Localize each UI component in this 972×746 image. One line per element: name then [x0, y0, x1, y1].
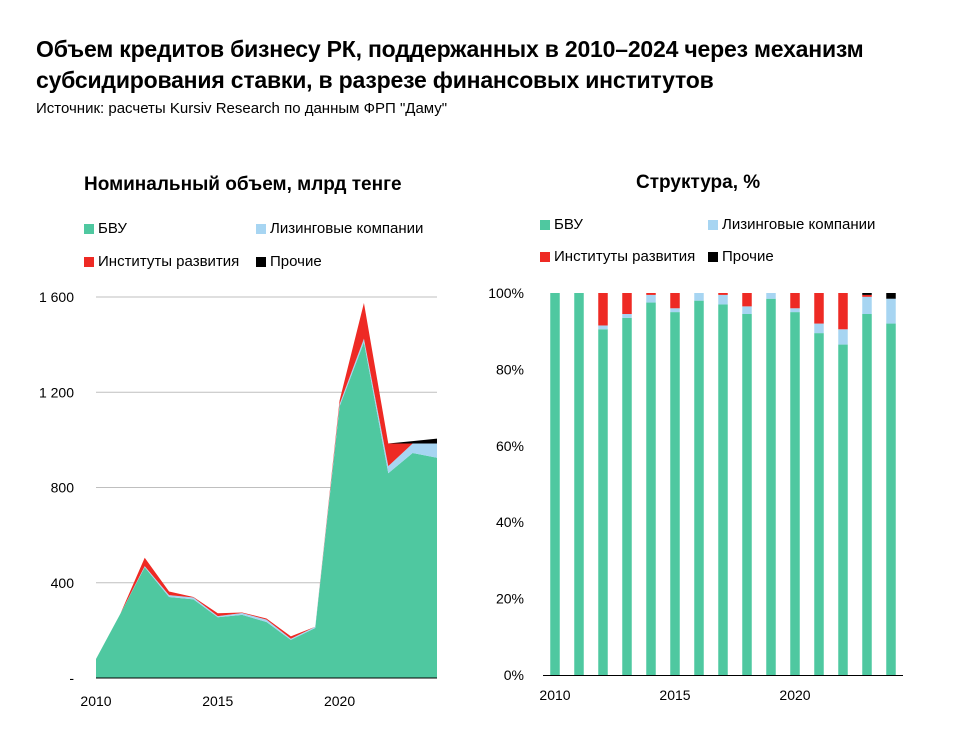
bar-bvu-2021 [814, 333, 824, 675]
bar-bvu-2013 [622, 317, 632, 675]
legend-label-development: Институты развития [98, 253, 240, 270]
left-x-tick-label: 2020 [324, 693, 355, 709]
bar-bvu-2015 [670, 312, 680, 675]
bar-other-2024 [886, 293, 896, 299]
legend-item-leasing-right: Лизинговые компании [708, 216, 875, 233]
chart-title-line-2: субсидирования ставки, в разрезе финансо… [36, 67, 714, 93]
legend-label-bvu: БВУ [98, 220, 127, 237]
bar-leasing-2016 [694, 293, 704, 301]
bar-development-2014 [646, 293, 656, 295]
bar-development-2012 [598, 293, 608, 326]
left-x-tick-label: 2015 [202, 693, 233, 709]
legend-label-development-right: Институты развития [554, 248, 696, 265]
legend-item-development-right: Институты развития [540, 248, 695, 265]
left-y-tick-label: 400 [51, 575, 75, 591]
legend-swatch-bvu [84, 223, 94, 234]
bar-bvu-2023 [862, 314, 872, 675]
area-series-bvu [96, 342, 437, 678]
bar-leasing-2018 [742, 306, 752, 315]
legend-label-other-right: Прочие [722, 248, 774, 265]
legend-item-development: Институты развития [84, 253, 239, 270]
bar-leasing-2017 [718, 294, 728, 305]
legend-item-other-right: Прочие [708, 248, 774, 265]
legend-label-bvu-right: БВУ [554, 216, 583, 233]
right-y-tick-label: 100% [488, 285, 524, 301]
bar-development-2017 [718, 293, 728, 295]
legend-swatch-other-right [708, 251, 718, 262]
legend-swatch-development-right [540, 251, 550, 262]
bar-leasing-2012 [598, 325, 608, 330]
bar-bvu-2022 [838, 344, 848, 675]
left-y-tick-label: 1 200 [39, 384, 74, 400]
bar-bvu-2016 [694, 300, 704, 675]
bar-leasing-2021 [814, 323, 824, 334]
bar-development-2015 [670, 293, 680, 309]
right-y-tick-label: 20% [496, 591, 524, 607]
bar-bvu-2011 [574, 293, 584, 675]
legend-item-leasing: Лизинговые компании [256, 220, 423, 237]
legend-label-leasing-right: Лизинговые компании [722, 216, 876, 233]
legend-label-other: Прочие [270, 253, 322, 270]
stacked-bar-chart: 0% 20% 40% 60% 80% 100% 2010 2015 2020 [488, 285, 903, 703]
bar-bvu-2019 [766, 298, 776, 675]
right-y-tick-label: 80% [496, 361, 524, 377]
bar-bvu-2024 [886, 323, 896, 675]
left-y-tick-label: 800 [51, 480, 75, 496]
bar-development-2022 [838, 293, 848, 330]
legend-swatch-bvu-right [540, 219, 550, 230]
right-x-tick-label: 2015 [659, 687, 690, 703]
chart-source: Источник: расчеты Kursiv Research по дан… [36, 100, 448, 117]
bar-leasing-2015 [670, 308, 680, 313]
right-y-tick-label: 0% [504, 667, 524, 683]
bar-bvu-2018 [742, 314, 752, 675]
legend-item-other: Прочие [256, 253, 322, 270]
right-panel-title: Структура, % [636, 172, 761, 193]
bar-leasing-2013 [622, 314, 632, 318]
left-y-tick-label: - [69, 670, 74, 686]
right-y-tick-label: 40% [496, 514, 524, 530]
left-panel-title: Номинальный объем, млрд тенге [84, 174, 402, 195]
legend-label-leasing: Лизинговые компании [270, 220, 424, 237]
bar-development-2021 [814, 293, 824, 324]
bar-development-2023 [862, 294, 872, 297]
bar-bvu-2012 [598, 329, 608, 675]
bar-bvu-2010 [550, 293, 560, 675]
bar-development-2018 [742, 293, 752, 307]
legend-item-bvu: БВУ [84, 220, 127, 237]
bar-other-2023 [862, 293, 872, 295]
bar-bvu-2017 [718, 304, 728, 675]
legend-swatch-development [84, 256, 94, 267]
area-chart: - 400 800 1 200 1 600 2010 2015 2020 [39, 289, 437, 709]
bar-leasing-2019 [766, 293, 776, 299]
bar-leasing-2014 [646, 294, 656, 303]
legend-swatch-leasing-right [708, 219, 718, 230]
right-y-tick-label: 60% [496, 438, 524, 454]
chart-title: Объем кредитов бизнесу РК, поддержанных … [36, 34, 956, 96]
bar-leasing-2022 [838, 329, 848, 345]
bar-bvu-2014 [646, 302, 656, 675]
bar-bvu-2020 [790, 312, 800, 675]
right-x-tick-label: 2010 [539, 687, 570, 703]
legend-item-bvu-right: БВУ [540, 216, 583, 233]
bar-leasing-2023 [862, 296, 872, 315]
left-y-tick-label: 1 600 [39, 289, 74, 305]
right-x-tick-label: 2020 [779, 687, 810, 703]
left-x-tick-label: 2010 [80, 693, 111, 709]
bar-leasing-2024 [886, 298, 896, 324]
chart-title-line-1: Объем кредитов бизнесу РК, поддержанных … [36, 36, 864, 62]
legend-swatch-leasing [256, 223, 266, 234]
bar-development-2020 [790, 293, 800, 309]
legend-swatch-other [256, 256, 266, 267]
bar-leasing-2020 [790, 308, 800, 313]
bar-development-2013 [622, 293, 632, 315]
